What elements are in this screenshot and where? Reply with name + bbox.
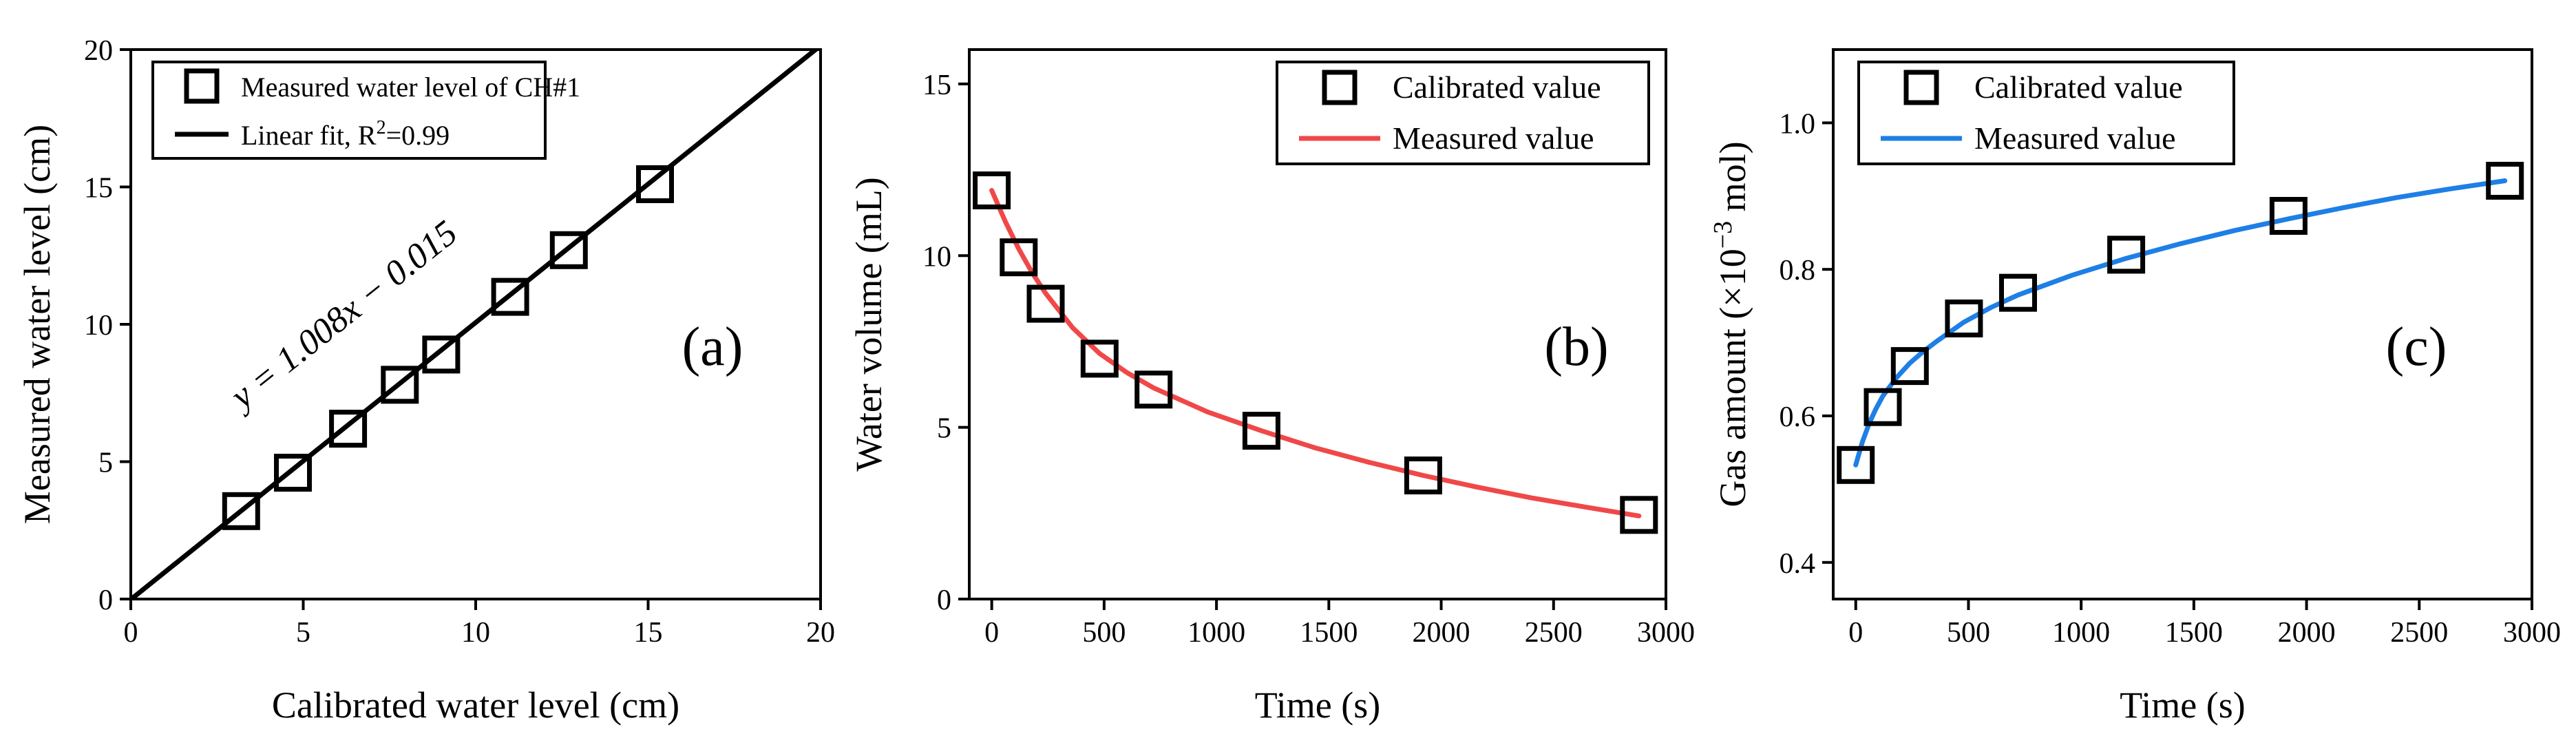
data-point: [1837, 445, 1875, 484]
legend-marker: [184, 68, 220, 104]
y-tick-label: 0: [98, 585, 113, 616]
y-axis-title: Measured water level (cm): [17, 125, 58, 524]
panel-a: 0 5 10 15 20 0 5 10 15 20 Calibrated water level (…: [17, 35, 835, 726]
data-point: [274, 454, 312, 492]
x-tick-label: 2500: [1525, 617, 1583, 649]
x-tick-label: 10: [461, 617, 490, 649]
y-tick-label: 10: [84, 310, 113, 342]
y-tick-label: 10: [922, 241, 951, 273]
y-tick-label: 15: [84, 173, 113, 205]
legend-marker: [1903, 70, 1939, 105]
x-axis-title: Calibrated water level (cm): [272, 684, 679, 726]
data-point: [1404, 457, 1442, 494]
legend-label: Calibrated value: [1974, 70, 2183, 105]
y-tick-label: 5: [98, 448, 113, 479]
x-tick-label: 2000: [2278, 617, 2336, 649]
x-axis-title: Time (s): [2120, 684, 2246, 726]
y-tick-label: 15: [922, 70, 951, 101]
x-tick-label: 15: [634, 617, 663, 649]
data-point: [2486, 162, 2524, 200]
data-point: [1026, 284, 1065, 323]
legend-label: Measured value: [1974, 120, 2176, 156]
y-tick-label: 5: [937, 413, 951, 445]
data-point: [1945, 300, 1983, 337]
x-tick-label: 1500: [2165, 617, 2223, 649]
y-tick-label: 0.8: [1780, 255, 1816, 286]
series-line-b: [989, 188, 1642, 518]
data-point: [1864, 388, 1902, 426]
panel-label: (b): [1544, 317, 1608, 377]
data-point: [1134, 370, 1173, 409]
legend-label: Linear fit, R2=0.99: [241, 117, 450, 151]
data-point: [1000, 238, 1038, 277]
data-point: [1080, 339, 1119, 378]
legend-marker: [1322, 70, 1358, 105]
data-point: [491, 277, 529, 316]
y-axis-title: Water volume (mL): [848, 177, 889, 472]
series-line-a: [131, 50, 820, 599]
data-point: [422, 335, 461, 374]
x-tick-label: 1000: [1187, 617, 1245, 649]
x-tick-label: 1500: [1300, 617, 1358, 649]
x-tick-label: 0: [1848, 617, 1863, 649]
data-point: [381, 366, 419, 404]
data-point: [549, 231, 588, 269]
panel-label: (a): [682, 317, 743, 377]
x-tick-label: 2000: [1413, 617, 1470, 649]
series-line-c: [1853, 178, 2508, 468]
data-point: [1620, 496, 1658, 534]
data-point: [2107, 235, 2146, 274]
x-tick-label: 3000: [1637, 617, 1695, 649]
x-tick-label: 0: [124, 617, 138, 649]
legend: [1276, 61, 1650, 165]
legend-label: Measured value: [1393, 120, 1594, 156]
panel-c: 0 500 1000 1500 2000 2500 3000 0.4 0.6 0.8 1.0 Time…: [1709, 48, 2561, 726]
y-tick-label: 20: [84, 35, 113, 67]
x-tick-label: 500: [1082, 617, 1126, 649]
x-tick-label: 3000: [2503, 617, 2561, 649]
x-tick-label: 2500: [2390, 617, 2448, 649]
x-tick-label: 0: [984, 617, 999, 649]
plot-frame: [968, 48, 1667, 600]
y-tick-label: 0.4: [1780, 548, 1816, 580]
data-point: [1999, 273, 2037, 312]
data-point: [222, 492, 260, 530]
legend: [1857, 61, 2235, 165]
x-tick-label: 500: [1947, 617, 1990, 649]
x-tick-label: 20: [806, 617, 835, 649]
y-tick-label: 0: [937, 585, 951, 616]
x-tick-label: 5: [296, 617, 310, 649]
plot-frame: [1832, 48, 2533, 600]
data-point: [2269, 197, 2308, 235]
legend-label: Measured water level of CH#1: [241, 72, 580, 103]
data-point: [973, 171, 1011, 209]
data-point: [1890, 347, 1929, 386]
data-point: [329, 410, 368, 448]
data-point: [636, 165, 674, 203]
fit-equation: y = 1.008x − 0.015: [221, 213, 465, 419]
y-axis-title: Gas amount (×10−3 mol): [1709, 141, 1753, 507]
legend-label: Calibrated value: [1393, 70, 1601, 105]
panel-b: 0 500 1000 1500 2000 2500 3000 0 5 10 15 Time (s) Wa…: [848, 48, 1695, 726]
x-tick-label: 1000: [2052, 617, 2110, 649]
data-point: [1242, 412, 1280, 450]
x-axis-title: Time (s): [1255, 684, 1381, 726]
y-tick-label: 0.6: [1780, 401, 1816, 433]
panel-label: (c): [2386, 317, 2447, 377]
y-tick-label: 1.0: [1780, 108, 1816, 140]
